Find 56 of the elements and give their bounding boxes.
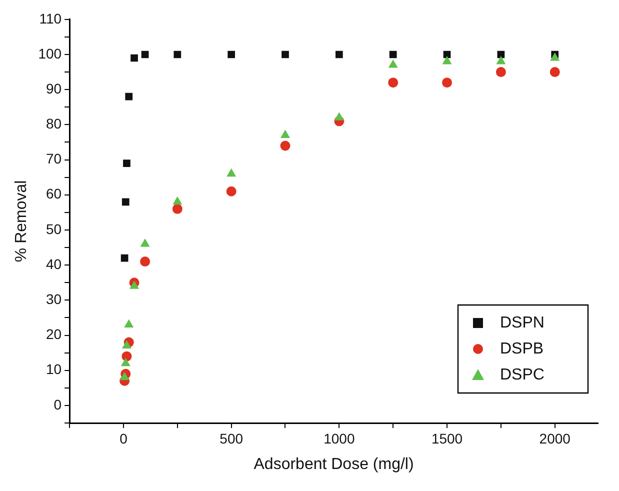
y-tick-label: 100: [38, 45, 62, 62]
x-tick-label: 500: [220, 430, 244, 446]
point: [120, 372, 129, 380]
point: [550, 53, 560, 61]
x-tick-label: 1000: [324, 430, 355, 446]
point: [282, 50, 289, 58]
point: [388, 60, 398, 68]
point: [389, 50, 397, 58]
point: [122, 198, 130, 206]
point: [123, 160, 130, 167]
point: [496, 67, 506, 78]
point: [280, 140, 290, 151]
point: [334, 112, 344, 120]
point: [228, 50, 236, 58]
point: [442, 56, 452, 64]
x-axis-title: Adsorbent Dose (mg/l): [254, 456, 414, 473]
point: [226, 186, 236, 196]
point: [130, 54, 138, 62]
point: [141, 50, 149, 58]
y-tick-label: 30: [46, 291, 62, 308]
point: [125, 92, 133, 100]
point: [335, 50, 343, 58]
x-tick-label: 2000: [539, 430, 571, 446]
point: [280, 130, 290, 138]
y-tick-label: 20: [46, 326, 62, 342]
legend-label: DSPB: [500, 340, 544, 358]
point: [550, 67, 560, 78]
point: [172, 204, 182, 214]
legend-label: DSPC: [500, 366, 544, 384]
y-tick-label: 10: [46, 361, 62, 378]
point: [140, 256, 150, 267]
x-tick-label: 1500: [431, 430, 463, 446]
point: [226, 168, 236, 177]
point: [388, 78, 398, 88]
y-tick-label: 110: [39, 10, 62, 26]
y-tick-label: 70: [46, 150, 62, 167]
x-tick-label: 0: [120, 430, 128, 446]
y-tick-label: 40: [46, 256, 62, 272]
point: [173, 196, 182, 205]
y-tick-label: 0: [54, 396, 62, 412]
point: [122, 340, 132, 349]
y-tick-label: 90: [46, 80, 62, 96]
point: [122, 351, 132, 362]
point: [140, 239, 150, 247]
y-tick-label: 80: [46, 116, 62, 132]
point: [120, 254, 128, 262]
legend-label: DSPN: [500, 314, 544, 332]
point: [130, 281, 139, 289]
point: [496, 56, 506, 64]
point: [124, 320, 134, 328]
y-tick-label: 60: [46, 186, 62, 202]
point: [442, 78, 452, 88]
y-axis-title: % Removal: [13, 180, 30, 262]
point: [121, 358, 130, 366]
point: [174, 50, 182, 58]
y-tick-label: 50: [46, 220, 62, 237]
